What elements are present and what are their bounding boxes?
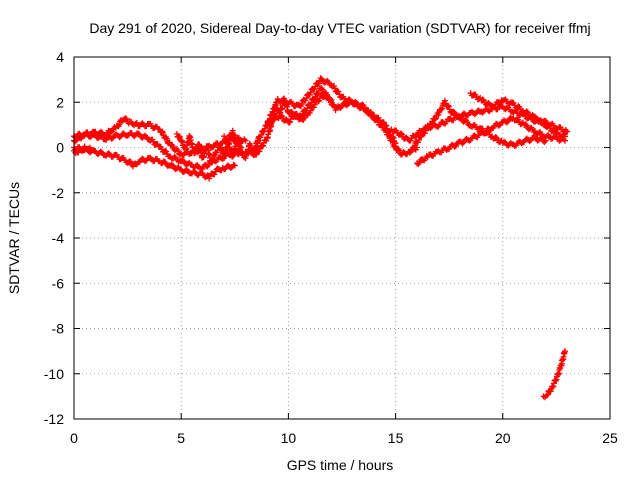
y-tick-label: -4 — [52, 230, 65, 246]
chart-title: Day 291 of 2020, Sidereal Day-to-day VTE… — [89, 20, 590, 36]
y-tick-label: 4 — [56, 49, 64, 65]
series-track-k — [409, 97, 549, 151]
y-tick-label: 2 — [56, 94, 64, 110]
data-point-marker — [540, 348, 568, 401]
data-point-marker — [467, 90, 568, 140]
series-track-l — [414, 114, 568, 168]
data-marks — [71, 75, 571, 401]
x-tick-label: 20 — [495, 430, 511, 446]
x-tick-label: 5 — [177, 430, 185, 446]
y-tick-label: -8 — [52, 321, 65, 337]
y-tick-label: 0 — [56, 140, 64, 156]
series-track-h — [253, 75, 399, 147]
plot-frame — [73, 56, 611, 420]
data-point-marker — [268, 92, 335, 126]
series-track-n — [540, 348, 568, 401]
y-axis-label: SDTVAR / TECUs — [6, 182, 22, 294]
data-point-marker — [173, 130, 245, 166]
y-tick-label: -12 — [44, 411, 64, 427]
series-track-m — [467, 90, 568, 140]
x-tick-label: 0 — [70, 430, 78, 446]
x-tick-label: 15 — [388, 430, 404, 446]
data-point-marker — [253, 75, 399, 147]
data-point-marker — [414, 114, 568, 168]
x-tick-label: 10 — [281, 430, 297, 446]
x-axis-label: GPS time / hours — [287, 457, 394, 473]
series-track-f — [221, 127, 262, 162]
y-tick-label: -2 — [52, 185, 65, 201]
y-tick-label: -10 — [44, 366, 64, 382]
y-tick-label: -6 — [52, 275, 65, 291]
data-point-marker — [409, 97, 549, 151]
x-tick-label: 25 — [602, 430, 618, 446]
grid-lines — [74, 57, 610, 419]
series-track-e — [173, 130, 245, 166]
data-point-marker — [221, 127, 262, 162]
axis-ticks: 0 5 10 15 20 25 -12 -10 -8 -6 -4 -2 0 2 4 — [44, 49, 618, 446]
series-track-i — [268, 92, 335, 126]
